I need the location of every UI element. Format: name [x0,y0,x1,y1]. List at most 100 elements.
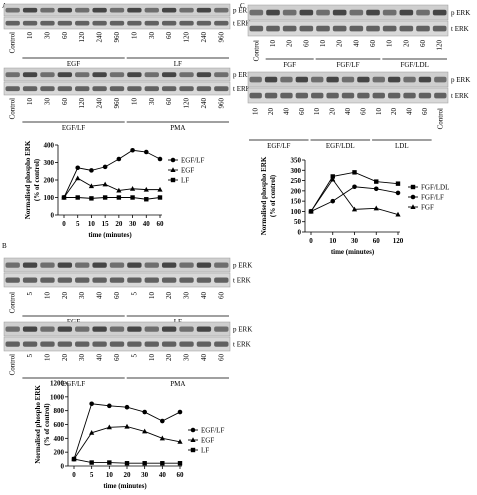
row-label: t ERK [233,20,251,28]
blot-band [179,277,194,283]
row-label: p ERK [233,71,252,79]
row-label: p ERK [451,9,470,17]
blot-band [382,9,397,16]
blot-band [57,326,73,332]
blot-band [109,262,125,268]
blot-band [40,86,55,92]
blot-band [214,86,229,92]
blot-band [57,341,73,347]
legend-label: EGF [201,437,214,445]
blot-strip [247,4,449,21]
lane-label: 20 [165,292,173,300]
lane-label: 40 [344,108,352,116]
blot-band [57,20,73,26]
marker [159,435,165,441]
x-axis-label: time (minutes) [88,231,132,239]
x-tick-label: 120 [393,237,404,245]
blot-band [196,341,212,347]
lane-label: 60 [113,292,121,300]
x-axis-label: time (minutes) [103,482,147,490]
marker [130,147,135,153]
blot-band [57,277,73,283]
lane-label: Control [436,108,444,129]
panel-label: C [240,2,245,10]
blot-band [5,72,20,78]
marker [102,164,108,170]
blot-band [127,326,142,332]
group-label: PMA [170,380,185,388]
blot-band [57,72,73,78]
marker [160,418,165,424]
blot-band [432,25,447,32]
blot-band [161,277,177,283]
x-tick-label: 20 [115,220,123,228]
lane-label: 60 [165,98,173,106]
blot-band [5,277,20,283]
blot-band [214,341,229,347]
blot-band [341,76,355,83]
y-tick-label: 0 [298,229,302,237]
marker [88,183,95,189]
blot-band [75,262,90,268]
blot-band [127,20,142,26]
blot-band [5,326,20,332]
blot-band [399,25,414,32]
lane-label: 60 [421,108,429,116]
marker [124,423,130,429]
x-tick-label: 10 [88,220,96,228]
blot-band [144,72,159,78]
panel-label: B [2,242,7,250]
lane-label: Control [9,32,17,53]
legend-label: EGF [181,167,194,175]
x-tick-label: 10 [106,471,114,479]
lane-label: 30 [183,292,191,300]
legend-label: FGF [421,204,434,212]
blot-band [57,262,73,268]
lane-label: 240 [200,98,208,109]
blot-band [92,86,107,92]
blot-band [264,92,278,99]
blot-band [196,72,212,78]
marker [89,196,94,201]
blot-band [214,326,229,332]
marker [142,428,148,434]
blot-band [5,341,20,347]
lane-label: 120 [183,32,191,43]
marker [75,195,80,200]
lane-label: 60 [165,32,173,40]
blot-band [75,72,90,78]
blot-band [127,72,142,78]
marker [106,424,112,430]
marker [142,461,147,466]
blot-band [326,76,339,83]
blot-band [109,326,125,332]
lane-label: 20 [402,40,410,48]
blot-band [75,20,90,26]
blot-band [40,262,55,268]
marker [124,461,130,466]
blot-band [92,7,107,13]
blot-band [144,341,159,347]
marker [75,175,81,181]
marker [177,438,183,444]
lane-label: 960 [113,32,121,43]
blot-band [127,277,142,283]
blot-band [418,92,432,99]
lane-label: 10 [130,98,138,106]
series-line [73,403,181,460]
blot-band [382,25,397,32]
blot-band [161,262,177,268]
marker [144,197,149,202]
lane-label: 30 [148,32,156,40]
lane-label: 120 [78,98,86,109]
blot-band [196,262,212,268]
legend-marker [410,194,416,200]
blot-band [316,25,330,32]
marker [143,149,149,155]
blot-band [75,86,90,92]
blot-band [266,25,280,32]
x-tick-label: 60 [373,237,381,245]
marker [102,181,108,187]
lane-label: 20 [61,354,69,362]
